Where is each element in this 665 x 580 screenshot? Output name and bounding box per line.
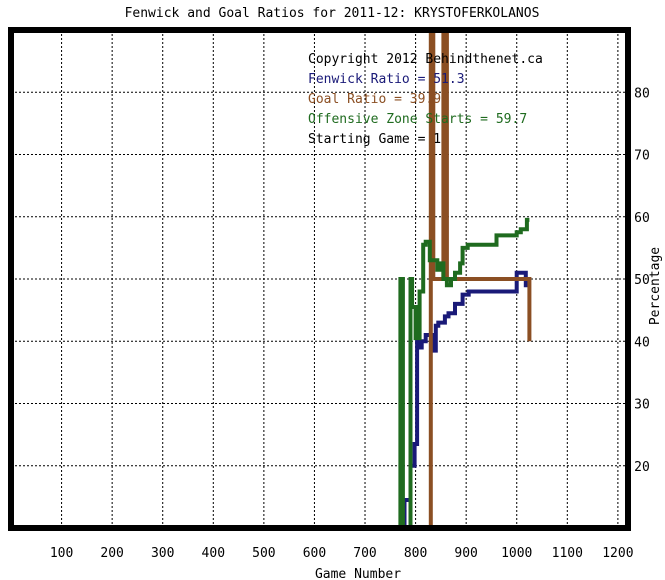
y-tick-label: 80 [634,86,650,101]
legend: Copyright 2012 Behindthenet.ca Fenwick R… [308,52,543,147]
chart-title: Fenwick and Goal Ratios for 2011-12: KRY… [125,6,540,21]
legend-offensive-zone-starts: Offensive Zone Starts = 59.7 [308,112,527,127]
x-tick-label: 1200 [602,546,633,561]
x-tick-label: 300 [151,546,174,561]
y-tick-label: 60 [634,211,650,226]
y-tick-label: 30 [634,398,650,413]
x-tick-label: 600 [303,546,326,561]
x-tick-label: 200 [100,546,123,561]
x-tick-label: 500 [252,546,275,561]
legend-goal-ratio: Goal Ratio = 39.9 [308,92,441,107]
x-axis-label: Game Number [315,567,401,580]
x-tick-label: 400 [202,546,225,561]
x-tick-label: 900 [454,546,477,561]
y-tick-label: 70 [634,149,650,164]
y-axis-label: Percentage [648,247,663,325]
y-tick-label: 20 [634,460,650,475]
x-tick-label: 100 [50,546,73,561]
x-tick-label: 700 [353,546,376,561]
fenwick-ratio-line [402,270,530,528]
x-tick-label: 1000 [501,546,532,561]
copyright-annotation: Copyright 2012 Behindthenet.ca [308,52,543,67]
legend-fenwick-ratio: Fenwick Ratio = 51.3 [308,72,465,87]
x-tick-label: 800 [404,546,427,561]
offensive-zone-starts-line [398,217,530,530]
starting-game-annotation: Starting Game = 1 [308,132,441,147]
x-tick-labels: 100 200 300 400 500 600 700 800 900 1000 1100 1200 [50,546,634,561]
x-tick-label: 1100 [552,546,583,561]
y-tick-label: 50 [634,273,650,288]
y-tick-label: 40 [634,335,650,350]
plot-frame [8,27,631,531]
y-tick-labels: 20 30 40 50 60 70 80 [634,86,650,475]
